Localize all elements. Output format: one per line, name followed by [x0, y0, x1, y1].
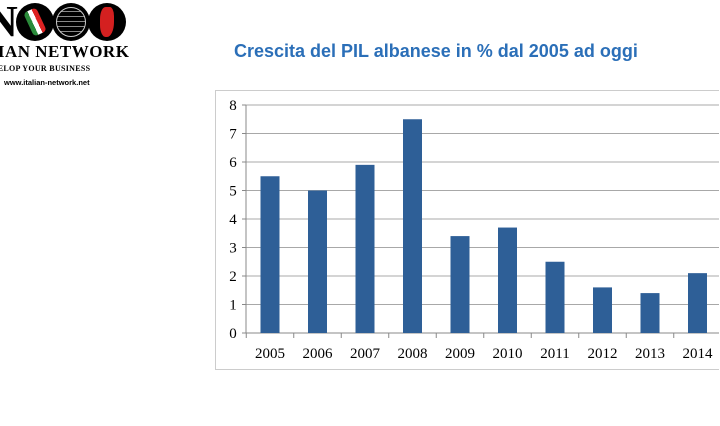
- x-tick-label: 2008: [398, 346, 428, 362]
- italian-network-logo: N LIAN NETWORK EVELOP YOUR BUSINESS www.…: [0, 0, 146, 95]
- chart-area: [215, 90, 719, 370]
- italy-map-icon: [15, 3, 54, 41]
- bar-2011: [545, 261, 565, 333]
- x-tick-label: 2005: [255, 346, 285, 362]
- bar-2010: [498, 227, 517, 333]
- logo-tagline: EVELOP YOUR BUSINESS: [0, 64, 91, 73]
- bar-2008: [403, 119, 422, 333]
- y-tick-label: 8: [229, 98, 237, 114]
- y-tick-label: 1: [229, 298, 237, 314]
- albania-map-icon: [87, 3, 126, 41]
- x-tick-label: 2012: [588, 346, 618, 362]
- x-tick-label: 2010: [493, 346, 523, 362]
- y-tick-label: 5: [229, 184, 237, 200]
- x-tick-label: 2014: [683, 346, 714, 362]
- y-tick-label: 2: [229, 269, 237, 285]
- y-tick-label: 4: [229, 212, 237, 228]
- bar-2009: [450, 236, 470, 333]
- x-tick-label: 2009: [445, 346, 475, 362]
- bar-2013: [640, 293, 660, 333]
- x-tick-label: 2007: [350, 346, 381, 362]
- bar-2006: [308, 190, 327, 333]
- bar-2012: [593, 287, 612, 333]
- logo-letter-n: N: [0, 0, 18, 46]
- x-tick-label: 2013: [635, 346, 665, 362]
- globe-icon: [51, 3, 90, 41]
- y-tick-label: 7: [229, 127, 237, 143]
- bar-2005: [260, 176, 280, 333]
- x-tick-label: 2006: [303, 346, 334, 362]
- logo-name: LIAN NETWORK: [0, 42, 130, 61]
- logo-mark: N: [0, 0, 126, 46]
- y-tick-label: 3: [229, 241, 237, 257]
- bar-2014: [688, 273, 707, 333]
- y-tick-label: 6: [229, 155, 237, 171]
- x-tick-label: 2011: [540, 346, 569, 362]
- logo-url: www.italian-network.net: [4, 78, 90, 87]
- bar-2007: [355, 164, 375, 333]
- chart-title: Crescita del PIL albanese in % dal 2005 …: [234, 41, 638, 61]
- y-tick-label: 0: [229, 326, 237, 342]
